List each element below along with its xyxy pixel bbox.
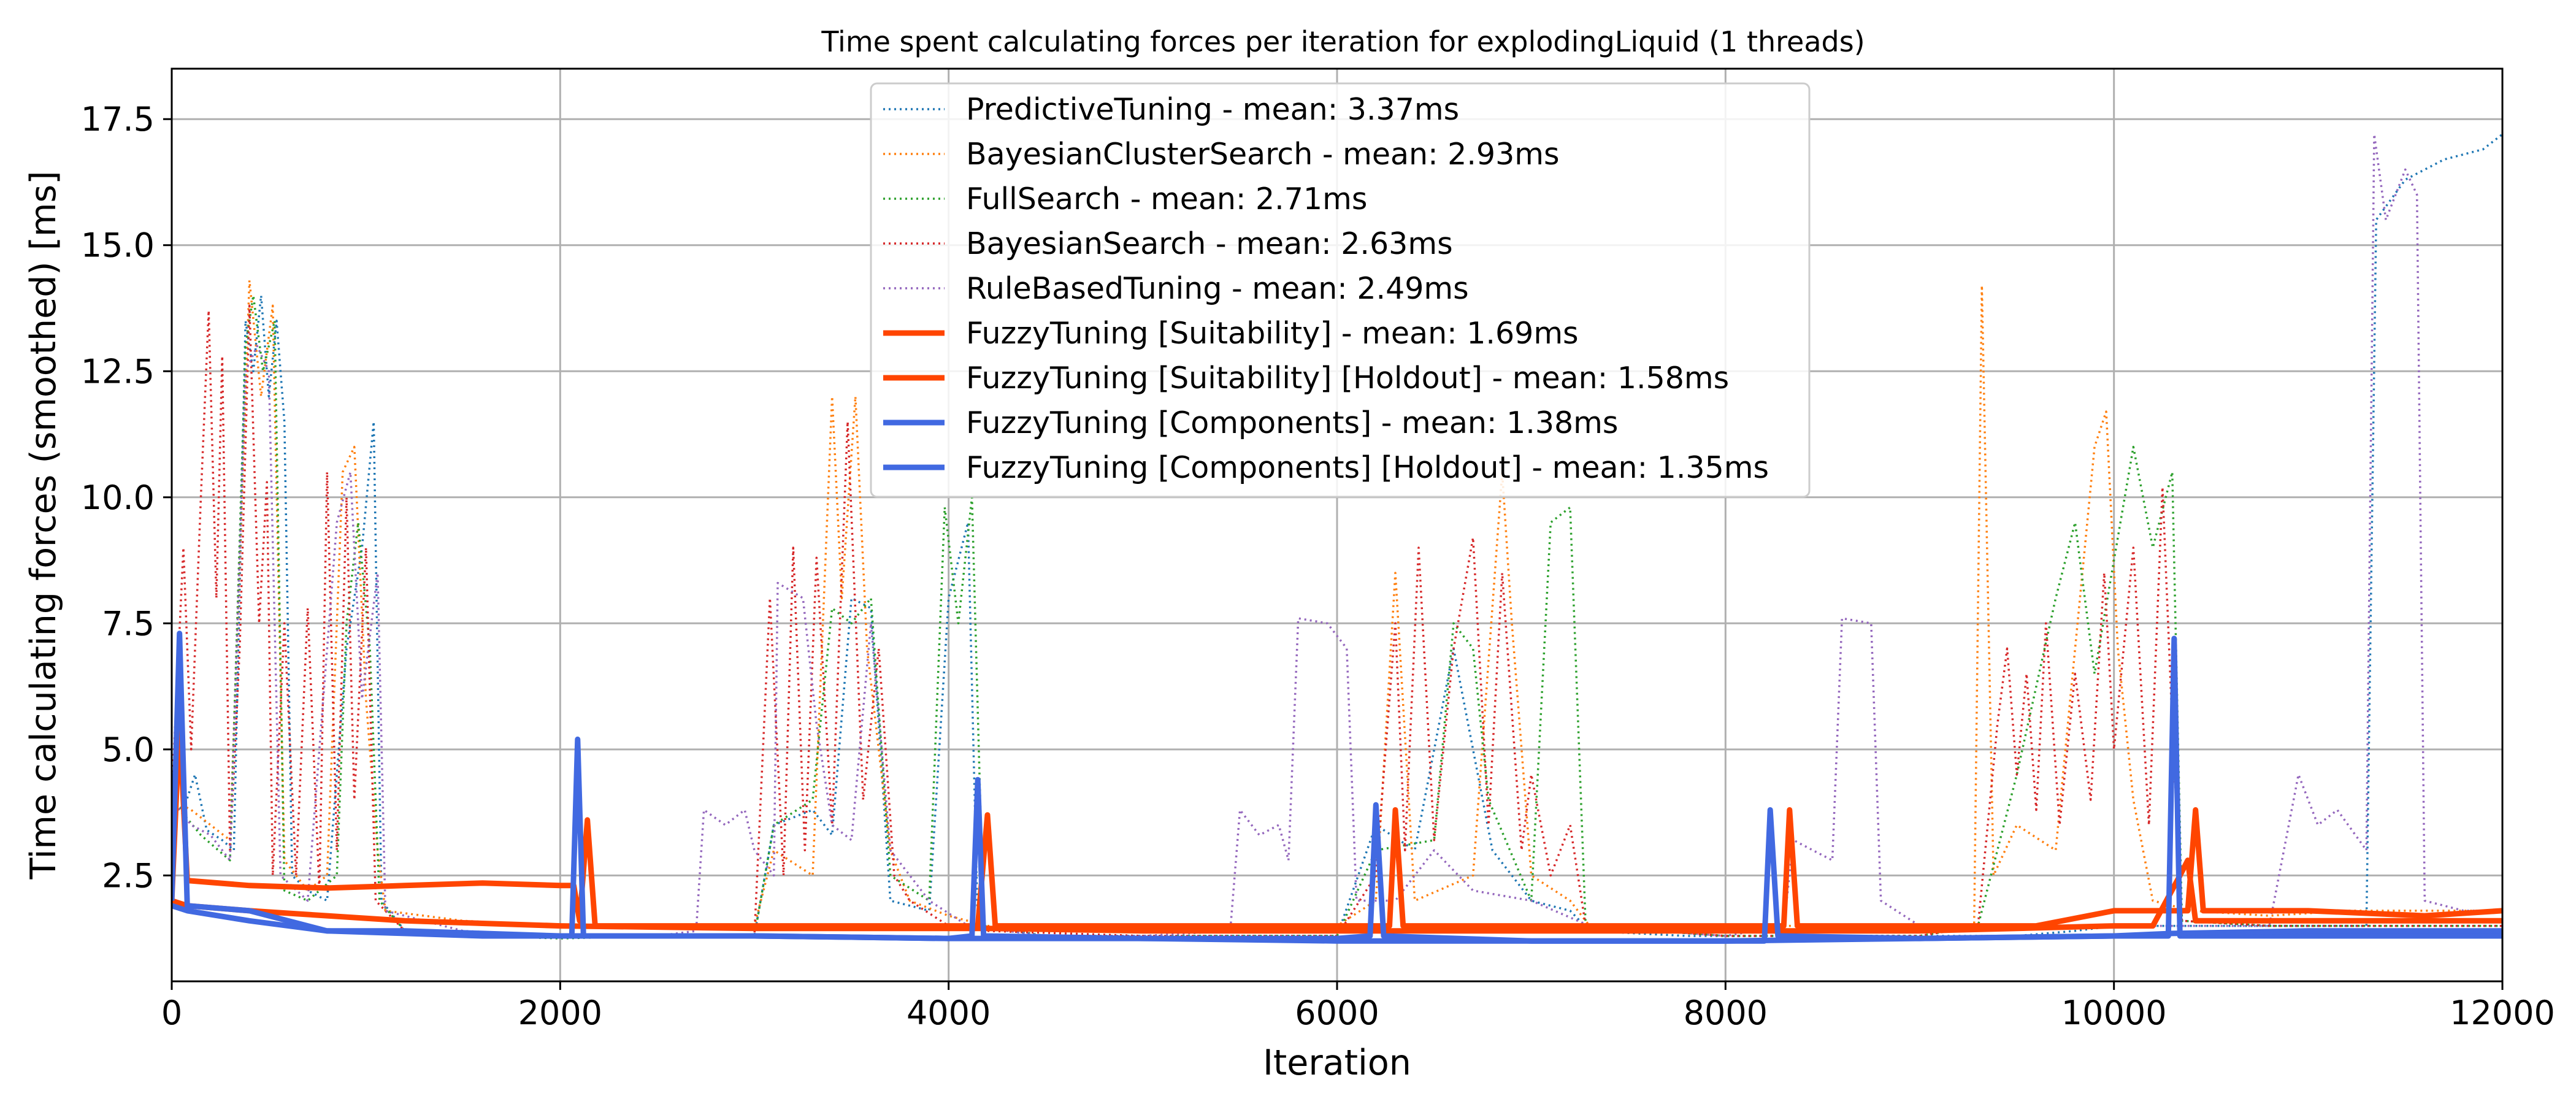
legend-label-5: RuleBasedTuning - mean: 2.49ms xyxy=(966,271,1469,306)
y-tick-label: 5.0 xyxy=(102,730,155,769)
legend-box xyxy=(870,82,1811,498)
y-tick-label: 10.0 xyxy=(81,478,155,517)
x-tick-label: 8000 xyxy=(1684,994,1768,1032)
x-tick-label: 6000 xyxy=(1295,994,1379,1032)
series-line-9 xyxy=(172,903,2502,944)
legend-label-6: FuzzyTuning [Suitability] - mean: 1.69ms xyxy=(966,316,1579,351)
y-tick-label: 7.5 xyxy=(102,604,155,643)
x-tick-label: 4000 xyxy=(907,994,991,1032)
series-line-3 xyxy=(172,294,2502,940)
series-line-6 xyxy=(172,721,2502,929)
y-tick-label: 2.5 xyxy=(102,856,155,895)
legend-label-1: PredictiveTuning - mean: 3.37ms xyxy=(966,92,1459,127)
legend-label-4: BayesianSearch - mean: 2.63ms xyxy=(966,226,1453,261)
y-axis: 2.5 5.0 7.5 10.0 12.5 15.0 17.5 xyxy=(81,100,172,895)
legend-label-8: FuzzyTuning [Components] - mean: 1.38ms xyxy=(966,405,1618,440)
legend-label-9: FuzzyTuning [Components] [Holdout] - mea… xyxy=(966,450,1769,485)
legend-label-2: BayesianClusterSearch - mean: 2.93ms xyxy=(966,137,1560,172)
series-line-7 xyxy=(172,857,2502,934)
chart-title: Time spent calculating forces per iterat… xyxy=(821,25,1865,58)
series-line-1 xyxy=(172,133,2502,937)
y-tick-label: 17.5 xyxy=(81,100,155,139)
series-line-5 xyxy=(172,133,2502,937)
y-axis-label: Time calculating forces (smoothed) [ms] xyxy=(23,171,64,880)
x-axis: 0 2000 4000 6000 8000 10000 12000 xyxy=(161,981,2555,1032)
y-tick-label: 15.0 xyxy=(81,226,155,265)
series-group xyxy=(172,133,2502,944)
x-tick-label: 10000 xyxy=(2061,994,2167,1032)
y-tick-label: 12.5 xyxy=(81,352,155,391)
x-tick-label: 0 xyxy=(161,994,182,1032)
legend: PredictiveTuning - mean: 3.37ms BayesianC… xyxy=(870,82,1811,498)
legend-label-3: FullSearch - mean: 2.71ms xyxy=(966,182,1367,217)
x-axis-label: Iteration xyxy=(1263,1043,1411,1083)
legend-label-7: FuzzyTuning [Suitability] [Holdout] - me… xyxy=(966,361,1729,396)
x-tick-label: 12000 xyxy=(2450,994,2555,1032)
series-line-4 xyxy=(172,304,2502,937)
x-tick-label: 2000 xyxy=(518,994,602,1032)
